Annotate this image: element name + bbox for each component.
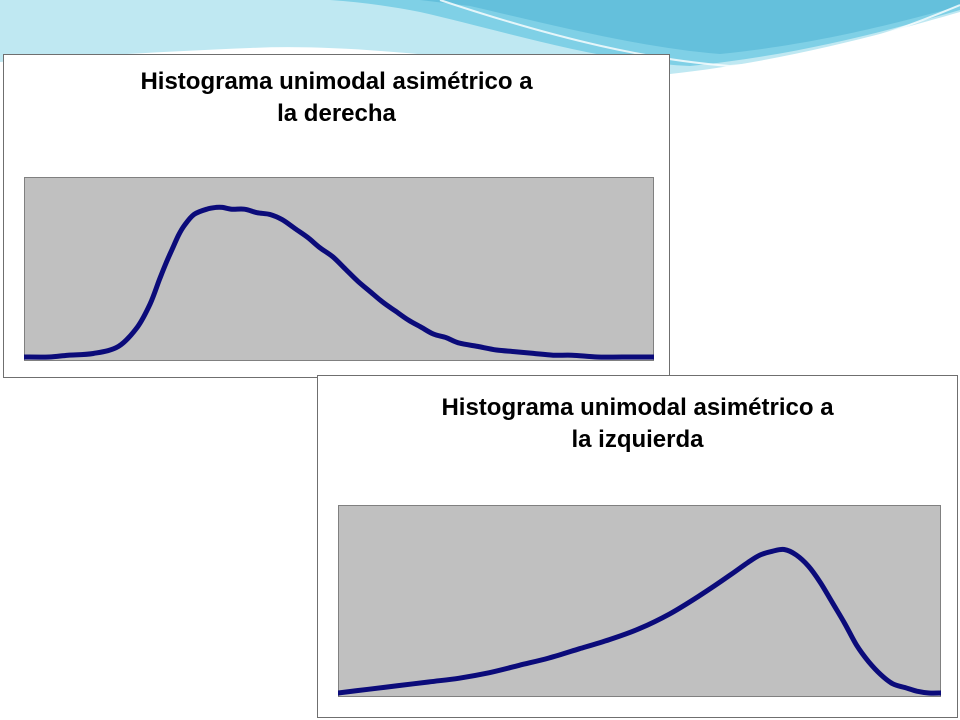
chart-title-line-1: Histograma unimodal asimétrico a — [441, 394, 834, 421]
chart-card-right-skewed: Histograma unimodal asimétrico a la dere… — [3, 54, 670, 378]
chart-title-line-1: Histograma unimodal asimétrico a — [140, 68, 533, 95]
chart-title-line-2: la derecha — [277, 100, 396, 127]
plot-background — [24, 177, 654, 361]
decorative-wave-band — [420, 0, 960, 54]
chart-title-line-2: la izquierda — [571, 426, 704, 453]
plot-background — [338, 505, 941, 697]
decorative-wave-line — [439, 0, 960, 68]
chart-title: Histograma unimodal asimétrico a la izqu… — [320, 392, 955, 456]
distribution-curve — [338, 546, 941, 696]
chart-title: Histograma unimodal asimétrico a la dere… — [6, 66, 667, 130]
chart-card-left-skewed: Histograma unimodal asimétrico a la izqu… — [317, 375, 958, 718]
distribution-curve — [24, 204, 654, 360]
plot-area-right-skewed — [24, 177, 654, 361]
plot-area-left-skewed — [338, 505, 941, 697]
